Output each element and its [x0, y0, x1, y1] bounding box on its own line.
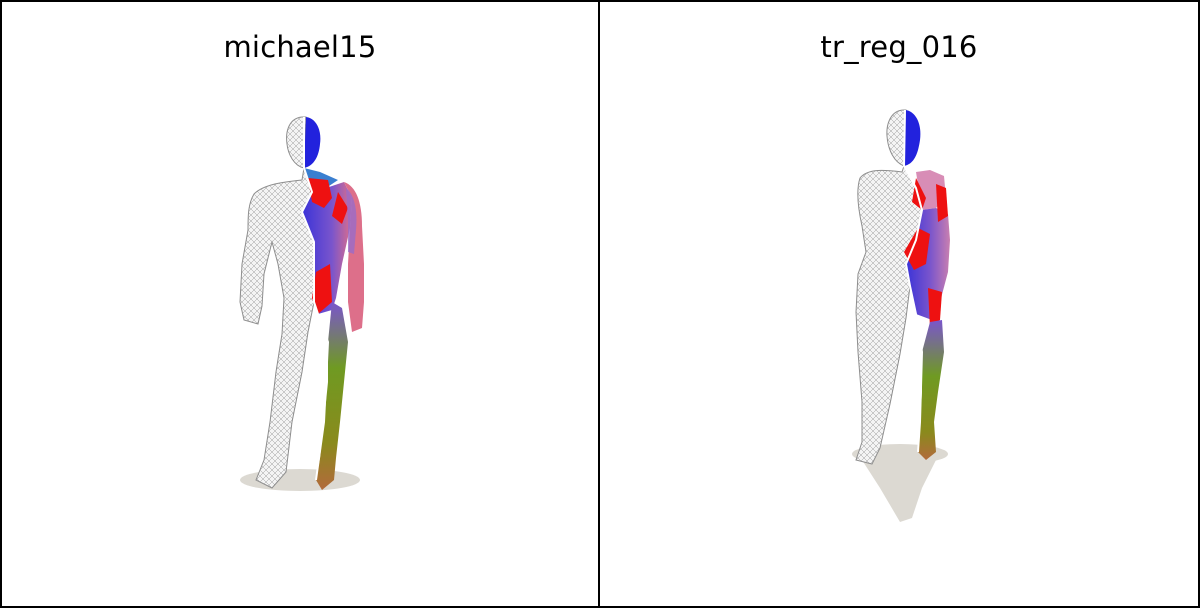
mesh-seam: [902, 109, 924, 453]
viewport-title-left: michael15: [223, 30, 377, 64]
viewport-right[interactable]: tr_reg_016: [600, 0, 1200, 608]
mesh-left-half: [855, 109, 923, 465]
viewport-title-right: tr_reg_016: [820, 30, 978, 64]
mesh-render-michael15[interactable]: [2, 2, 600, 608]
mesh-seam: [300, 117, 330, 481]
viewport-left[interactable]: michael15: [0, 0, 600, 608]
mesh-render-tr-reg-016[interactable]: [600, 2, 1200, 608]
mesh-right-half-colored: [904, 110, 950, 460]
mesh-left-half: [239, 116, 315, 489]
